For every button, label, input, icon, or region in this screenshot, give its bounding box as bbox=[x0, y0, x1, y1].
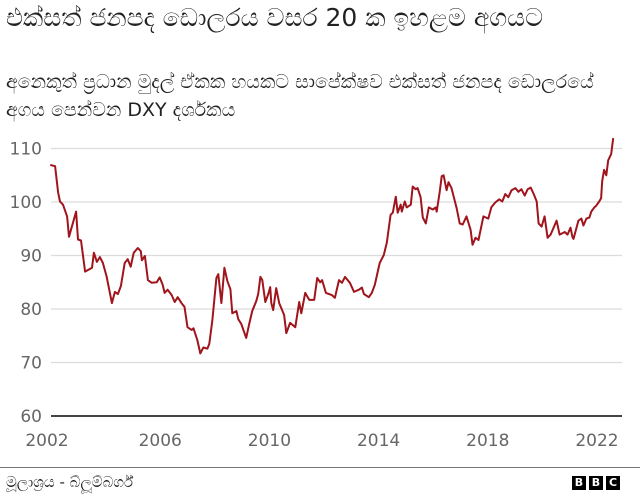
y-tick-label: 100 bbox=[10, 193, 42, 213]
x-tick-label: 2010 bbox=[248, 431, 291, 451]
y-tick-label: 60 bbox=[20, 407, 42, 427]
bbc-logo-letter-b1: B bbox=[572, 476, 586, 490]
y-tick-label: 80 bbox=[20, 300, 42, 320]
x-tick-label: 2022 bbox=[575, 431, 618, 451]
source-note: මූලාශ්‍රය - බ්ලූම්බර්ග් bbox=[6, 473, 134, 491]
x-axis-ticks: 2002 2006 2010 2014 2018 2022 bbox=[25, 431, 618, 451]
chart-canvas: 60 70 80 90 100 110 2002 2006 2010 2014 2018 2022 bbox=[10, 137, 622, 451]
y-axis-ticks: 60 70 80 90 100 110 bbox=[10, 140, 42, 428]
y-tick-label: 110 bbox=[10, 140, 42, 160]
bbc-logo-letter-c: C bbox=[606, 476, 620, 490]
line-chart: 60 70 80 90 100 110 2002 2006 2010 2014 2018 2022 bbox=[0, 130, 640, 460]
x-tick-label: 2006 bbox=[139, 431, 182, 451]
bbc-logo-letter-b2: B bbox=[589, 476, 603, 490]
bbc-logo: B B C bbox=[572, 476, 620, 490]
gridlines bbox=[51, 147, 622, 364]
footer-divider bbox=[0, 467, 640, 468]
y-tick-label: 70 bbox=[20, 354, 42, 374]
x-tick-label: 2018 bbox=[466, 431, 509, 451]
x-tick-label: 2002 bbox=[25, 431, 68, 451]
chart-subtitle: අනෙකුත් ප්‍රධාන මුදල් ඒකක හයකට සාපේක්ෂව … bbox=[6, 71, 594, 121]
chart-title: එක්සත් ජනපද ඩොලරය වසර 20 ක ඉහළම අගයට bbox=[6, 3, 544, 32]
y-tick-label: 90 bbox=[20, 247, 42, 267]
x-tick-label: 2014 bbox=[357, 431, 400, 451]
dxy-series-line bbox=[50, 137, 615, 355]
